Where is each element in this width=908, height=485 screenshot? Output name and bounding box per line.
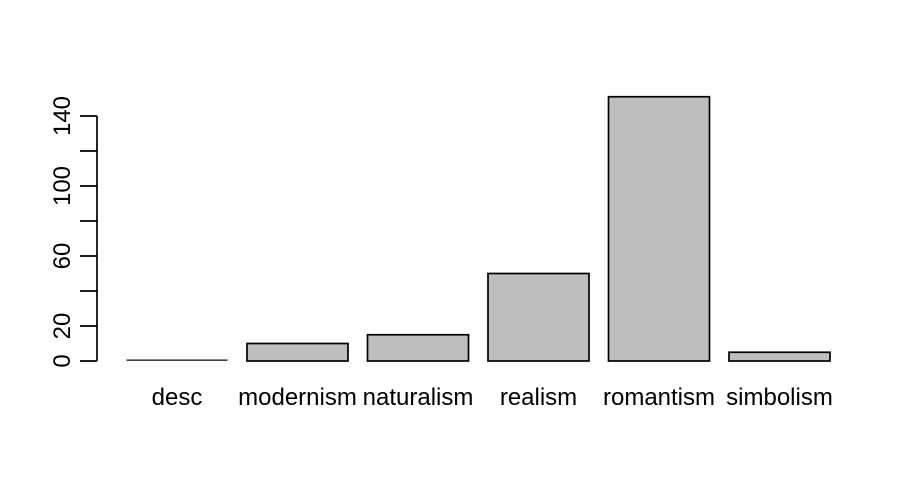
bar-simbolism bbox=[728, 351, 831, 362]
bar-realism bbox=[487, 272, 590, 362]
y-tick-label-0: 0 bbox=[49, 354, 76, 367]
y-tick-label-140: 140 bbox=[49, 96, 76, 136]
bar-modernism bbox=[246, 342, 349, 362]
x-label-romantism: romantism bbox=[603, 384, 715, 411]
x-label-naturalism: naturalism bbox=[363, 384, 474, 411]
x-label-realism: realism bbox=[500, 384, 577, 411]
x-axis-labels: desc modernism naturalism realism romantism s… bbox=[152, 384, 833, 411]
y-tick-label-60: 60 bbox=[49, 243, 76, 270]
bar-naturalism bbox=[366, 333, 470, 362]
y-tick-label-100: 100 bbox=[49, 166, 76, 206]
x-label-simbolism: simbolism bbox=[726, 384, 833, 411]
x-label-modernism: modernism bbox=[238, 384, 357, 411]
bars-group bbox=[126, 95, 831, 362]
x-label-desc: desc bbox=[152, 384, 203, 411]
y-tick-label-20: 20 bbox=[49, 313, 76, 340]
y-axis: 0 20 60 100 140 bbox=[49, 96, 98, 368]
bar-romantism bbox=[607, 95, 711, 362]
